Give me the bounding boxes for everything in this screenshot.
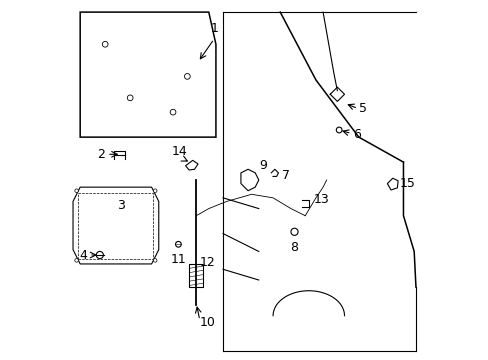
Text: 7: 7 [282, 169, 289, 182]
Text: 3: 3 [117, 198, 125, 212]
Bar [78, 193, 153, 258]
Text: 14: 14 [171, 145, 187, 158]
Bar [189, 264, 203, 287]
Text: 5: 5 [358, 102, 366, 115]
Circle shape [153, 189, 157, 193]
Circle shape [75, 189, 78, 193]
Text: 1: 1 [210, 22, 218, 35]
Text: 10: 10 [200, 316, 215, 329]
Text: 9: 9 [258, 159, 266, 172]
Text: 12: 12 [200, 256, 215, 269]
Text: 6: 6 [353, 128, 361, 141]
Text: 11: 11 [170, 253, 186, 266]
Text: 2: 2 [97, 148, 105, 161]
Circle shape [75, 258, 78, 262]
Text: 13: 13 [313, 193, 329, 206]
Text: 8: 8 [290, 241, 298, 254]
Text: 15: 15 [399, 177, 415, 190]
Text: 4: 4 [79, 248, 87, 261]
Circle shape [153, 258, 157, 262]
